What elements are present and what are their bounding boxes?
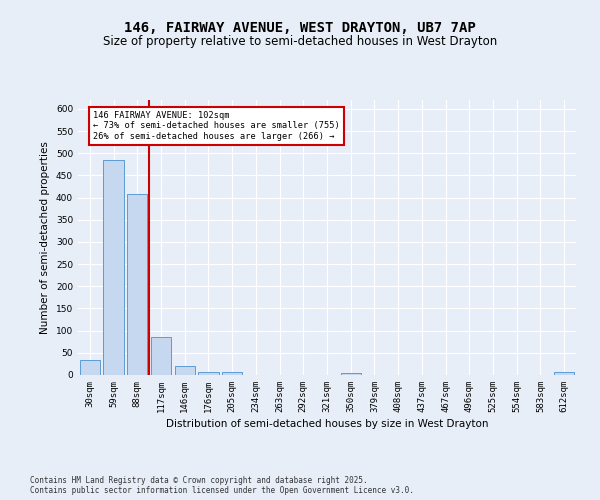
Bar: [175, 366, 195, 375]
X-axis label: Distribution of semi-detached houses by size in West Drayton: Distribution of semi-detached houses by …: [166, 419, 488, 429]
Bar: [554, 372, 574, 375]
Y-axis label: Number of semi-detached properties: Number of semi-detached properties: [40, 141, 50, 334]
Bar: [341, 373, 361, 375]
Text: Size of property relative to semi-detached houses in West Drayton: Size of property relative to semi-detach…: [103, 34, 497, 48]
Bar: [222, 372, 242, 375]
Bar: [151, 338, 171, 375]
Text: 146 FAIRWAY AVENUE: 102sqm
← 73% of semi-detached houses are smaller (755)
26% o: 146 FAIRWAY AVENUE: 102sqm ← 73% of semi…: [94, 111, 340, 141]
Bar: [80, 360, 100, 375]
Text: Contains HM Land Registry data © Crown copyright and database right 2025.
Contai: Contains HM Land Registry data © Crown c…: [30, 476, 414, 495]
Bar: [199, 372, 218, 375]
Bar: [103, 160, 124, 375]
Bar: [127, 194, 148, 375]
Text: 146, FAIRWAY AVENUE, WEST DRAYTON, UB7 7AP: 146, FAIRWAY AVENUE, WEST DRAYTON, UB7 7…: [124, 20, 476, 34]
